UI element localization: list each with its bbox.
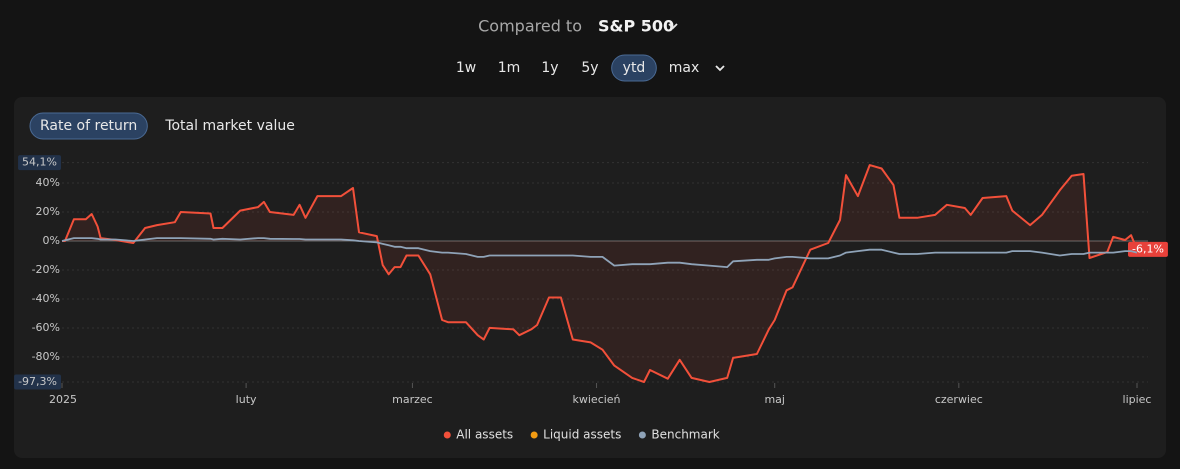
period-button[interactable]: ytd xyxy=(611,54,657,82)
area-fill xyxy=(62,165,1137,382)
legend-label: Benchmark xyxy=(651,428,719,442)
tab[interactable]: Total market value xyxy=(164,118,295,134)
compare-label: Compared to xyxy=(478,17,582,36)
legend-dot xyxy=(530,431,538,439)
plot: -97,3% -80% -60% -40% -20% 0% 20% 40% 54,1% 2025 l… xyxy=(14,155,1168,406)
y-tick-label: 54,1% xyxy=(22,156,57,169)
period-chevron[interactable] xyxy=(715,65,725,72)
period-button[interactable]: 5y xyxy=(581,60,598,76)
period-label: ytd xyxy=(623,60,646,76)
tab[interactable]: Rate of return xyxy=(29,112,148,140)
last-value-badge xyxy=(1128,241,1168,257)
x-tick-label: czerwiec xyxy=(935,393,983,406)
legend-item[interactable]: Benchmark xyxy=(638,428,720,442)
benchmark-name[interactable]: S&P 500 xyxy=(598,17,674,36)
period-label: 1w xyxy=(456,60,476,76)
x-tick-label: luty xyxy=(236,393,257,406)
series-line xyxy=(61,237,1138,268)
period-button[interactable]: max xyxy=(669,60,700,76)
legend: All assets Liquid assets Benchmark xyxy=(443,428,720,442)
chart-panel xyxy=(14,97,1166,458)
y-tick-label: 0% xyxy=(43,234,60,247)
tab-label: Rate of return xyxy=(40,118,137,134)
tab-label: Total market value xyxy=(164,118,295,134)
x-tick-label: 2025 xyxy=(49,393,77,406)
x-tick-label: maj xyxy=(764,393,785,406)
chevron xyxy=(668,23,678,30)
period-label: 1m xyxy=(498,60,521,76)
legend-item[interactable]: Liquid assets xyxy=(530,428,622,442)
period-label: max xyxy=(669,60,700,76)
y-tick-label: -40% xyxy=(32,292,60,305)
series-line xyxy=(62,164,1138,383)
last-value-label: -6,1% xyxy=(1132,242,1164,255)
x-tick-label: marzec xyxy=(392,393,433,406)
compare-selector[interactable]: Compared to S&P 500 xyxy=(478,17,678,36)
legend-dot xyxy=(638,431,646,439)
legend-label: All assets xyxy=(456,428,513,442)
y-tick-label: 40% xyxy=(36,176,60,189)
period-label: 1y xyxy=(541,60,558,76)
y-limit-badge xyxy=(14,374,61,390)
y-tick-label: -80% xyxy=(32,350,60,363)
y-tick-label: -97,3% xyxy=(18,375,57,388)
y-tick-label: -60% xyxy=(32,321,60,334)
y-tick-label: 20% xyxy=(36,205,60,218)
period-button[interactable]: 1m xyxy=(498,60,521,76)
y-tick-label: -20% xyxy=(32,263,60,276)
legend-item[interactable]: All assets xyxy=(443,428,513,442)
period-button[interactable]: 1w xyxy=(456,60,476,76)
tab-highlight xyxy=(29,112,148,140)
period-buttons: 1w 1m 1y 5y ytd max xyxy=(456,54,700,82)
y-limit-badge xyxy=(18,155,61,171)
legend-dot xyxy=(443,431,451,439)
period-button[interactable]: 1y xyxy=(541,60,558,76)
period-highlight xyxy=(611,54,657,82)
legend-label: Liquid assets xyxy=(543,428,621,442)
period-label: 5y xyxy=(581,60,598,76)
x-tick-label: lipiec xyxy=(1123,393,1152,406)
tabs: Rate of return Total market value xyxy=(29,112,295,140)
x-tick-label: kwiecień xyxy=(573,393,621,406)
